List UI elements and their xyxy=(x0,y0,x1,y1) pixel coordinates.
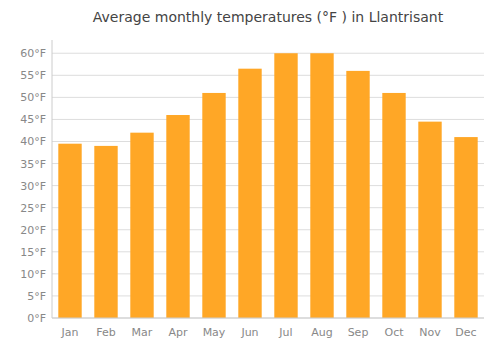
y-tick-label: 10°F xyxy=(20,268,46,281)
title: Average monthly temperatures (°F ) in Ll… xyxy=(93,9,444,25)
y-tick-label: 30°F xyxy=(20,180,46,193)
x-tick-label: Feb xyxy=(96,326,115,339)
bar xyxy=(310,53,333,318)
bar xyxy=(346,71,369,318)
y-axis: 0°F 5°F 10°F 15°F 20°F 25°F 30°F 35°F 40°F 45°F 50… xyxy=(20,47,46,325)
bar xyxy=(274,53,297,318)
bar xyxy=(166,115,189,318)
bar xyxy=(94,146,117,318)
y-tick-label: 40°F xyxy=(20,135,46,148)
chart: Average monthly temperatures (°F ) in Ll… xyxy=(0,0,500,350)
x-tick-label: Aug xyxy=(311,326,332,339)
grid-line xyxy=(52,97,484,98)
grid-line xyxy=(52,318,484,319)
y-tick-label: 25°F xyxy=(20,202,46,215)
x-axis-line xyxy=(52,318,484,319)
bar xyxy=(382,93,405,318)
y-tick-label: 55°F xyxy=(20,69,46,82)
grid-line xyxy=(52,75,484,76)
x-tick-label: Jan xyxy=(61,326,79,339)
x-tick-label: Nov xyxy=(419,326,441,339)
y-tick-label: 60°F xyxy=(20,47,46,60)
y-tick-label: 50°F xyxy=(20,91,46,104)
x-tick-label: Dec xyxy=(455,326,476,339)
y-tick-label: 45°F xyxy=(20,113,46,126)
bar xyxy=(130,133,153,318)
grid xyxy=(52,53,484,318)
x-axis: Jan Feb Mar Apr May Jun Jul Aug Sep Oct Nov Dec xyxy=(61,326,477,339)
y-tick-label: 0°F xyxy=(27,312,46,325)
grid-line xyxy=(52,119,484,120)
x-tick-label: Jul xyxy=(278,326,292,339)
x-tick-label: Mar xyxy=(132,326,153,339)
y-tick-label: 5°F xyxy=(27,290,46,303)
x-tick-label: Sep xyxy=(348,326,369,339)
bars xyxy=(58,53,477,318)
bar xyxy=(454,137,477,318)
grid-line xyxy=(52,53,484,54)
y-tick-label: 15°F xyxy=(20,246,46,259)
x-tick-label: Oct xyxy=(384,326,404,339)
y-tick-label: 20°F xyxy=(20,224,46,237)
x-tick-label: Jun xyxy=(240,326,258,339)
y-axis-line xyxy=(52,40,53,318)
bar xyxy=(202,93,225,318)
bar xyxy=(58,144,81,318)
bar xyxy=(418,122,441,318)
x-tick-label: Apr xyxy=(168,326,188,339)
y-tick-label: 35°F xyxy=(20,158,46,171)
bar xyxy=(238,69,261,318)
x-tick-label: May xyxy=(203,326,226,339)
